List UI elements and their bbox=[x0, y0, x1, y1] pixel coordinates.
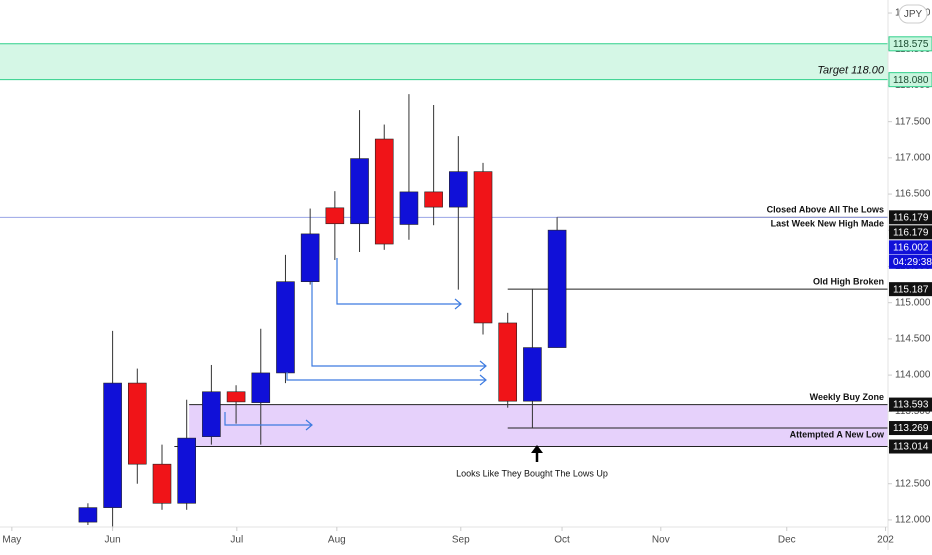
candle-body bbox=[498, 322, 518, 402]
candle-body bbox=[226, 391, 246, 403]
countdown-box bbox=[889, 254, 932, 269]
arrow-head bbox=[479, 360, 487, 372]
level-note: Last Week New High Made bbox=[771, 219, 884, 229]
price-tag-label: 118.080 bbox=[893, 75, 929, 86]
arrow-head bbox=[531, 445, 543, 453]
y-tick-label: 114.500 bbox=[895, 334, 931, 345]
candle-body bbox=[325, 207, 345, 225]
candle-body bbox=[300, 233, 320, 282]
level-note: Closed Above All The Lows bbox=[767, 205, 884, 215]
price-tag-label: 113.269 bbox=[893, 423, 929, 434]
candle-body bbox=[78, 507, 98, 523]
x-tick-label: Oct bbox=[554, 535, 570, 546]
y-tick-label: 112.500 bbox=[895, 478, 931, 489]
level-note: Old High Broken bbox=[813, 277, 884, 287]
up-arrow bbox=[531, 445, 543, 462]
arrow bbox=[311, 282, 485, 367]
candle-body bbox=[399, 191, 419, 225]
candle-body bbox=[276, 281, 295, 374]
zone bbox=[0, 43, 888, 80]
candle-body bbox=[152, 463, 172, 504]
candle-body bbox=[473, 171, 493, 324]
candle-body bbox=[202, 391, 221, 437]
candle-body bbox=[350, 158, 369, 225]
candle-body bbox=[449, 171, 468, 208]
price-tag-label: 118.575 bbox=[893, 39, 929, 50]
x-tick-label: Aug bbox=[328, 535, 346, 546]
price-tag bbox=[889, 225, 932, 240]
price-tag-label: 113.593 bbox=[893, 400, 929, 411]
arrow-head bbox=[305, 419, 313, 431]
level-note: Weekly Buy Zone bbox=[810, 392, 884, 402]
candles bbox=[78, 94, 567, 528]
currency-badge bbox=[898, 4, 928, 24]
level-note: Target 118.00 bbox=[817, 65, 885, 77]
candle-body bbox=[547, 229, 567, 348]
x-tick-label: Nov bbox=[652, 535, 670, 546]
x-tick-label: Jun bbox=[105, 535, 121, 546]
candle-body bbox=[374, 138, 394, 245]
x-tick-label: May bbox=[2, 535, 21, 546]
price-tag bbox=[888, 36, 932, 52]
price-tag bbox=[889, 282, 932, 297]
candle-body bbox=[177, 437, 196, 504]
y-tick-label: 114.000 bbox=[895, 370, 931, 381]
x-tick-label: Dec bbox=[778, 535, 796, 546]
x-tick-label: Sep bbox=[452, 535, 470, 546]
y-tick-label: 116.500 bbox=[895, 189, 931, 200]
candle-body bbox=[103, 382, 122, 508]
arrow bbox=[286, 372, 485, 381]
arrow-head bbox=[479, 374, 487, 386]
price-tag-label: 116.179 bbox=[893, 227, 929, 238]
y-tick-label: 117.000 bbox=[895, 153, 931, 164]
arrow bbox=[336, 258, 460, 305]
candle-body bbox=[251, 372, 271, 403]
y-tick-label: 117.500 bbox=[895, 116, 931, 127]
countdown: 04:29:38 bbox=[893, 257, 932, 268]
currency: JPY bbox=[904, 9, 923, 20]
arrow bbox=[224, 412, 311, 426]
candle-body bbox=[424, 191, 443, 208]
arrow-head bbox=[454, 298, 462, 310]
y-tick-label: 112.000 bbox=[895, 515, 931, 526]
arrows bbox=[224, 258, 487, 431]
annotation: Looks Like They Bought The Lows Up bbox=[456, 468, 608, 478]
price-tag bbox=[889, 421, 932, 436]
price-tag bbox=[889, 439, 932, 454]
y-tick-label: 115.000 bbox=[895, 297, 931, 308]
candle-body bbox=[127, 382, 147, 465]
x-tick-label: 202 bbox=[877, 535, 894, 546]
price-tag bbox=[889, 397, 932, 412]
price-tag-label: 115.187 bbox=[893, 284, 929, 295]
price-tag bbox=[888, 72, 932, 88]
price-tag-label: 113.014 bbox=[893, 442, 929, 453]
x-tick-label: Jul bbox=[230, 535, 243, 546]
price-tag bbox=[889, 240, 932, 255]
level-note: Attempted A New Low bbox=[790, 429, 885, 439]
price-tag bbox=[889, 210, 932, 225]
price-tag-label: 116.002 bbox=[893, 242, 929, 253]
candle-body bbox=[523, 347, 542, 402]
levels: Target 118.00 Closed Above All The Lows La… bbox=[0, 43, 888, 448]
price-tags: 118.575 118.080 116.179 116.179 115.187 113.5… bbox=[888, 36, 932, 454]
price-tag-label: 116.179 bbox=[893, 212, 929, 223]
